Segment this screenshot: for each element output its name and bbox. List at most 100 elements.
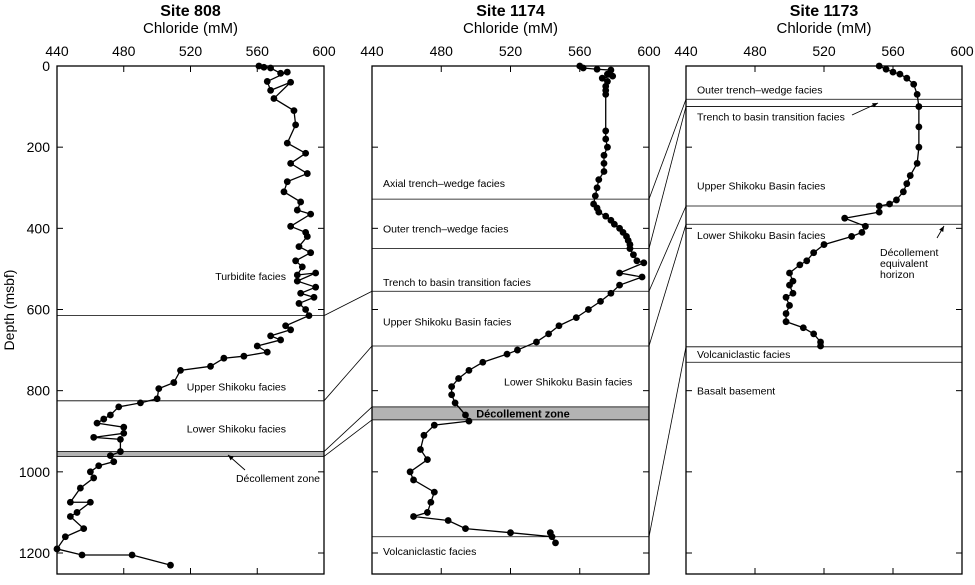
chloride-data-point xyxy=(282,322,290,330)
chloride-data-point xyxy=(552,539,559,547)
x-tick-label: 520 xyxy=(812,43,836,59)
chloride-data-point xyxy=(915,143,923,151)
chloride-data-point xyxy=(430,421,438,429)
chloride-data-point xyxy=(810,330,818,338)
x-tick-label: 480 xyxy=(112,43,136,59)
chloride-data-point xyxy=(858,228,866,236)
chloride-data-point xyxy=(782,293,790,301)
chloride-data-point xyxy=(53,545,61,553)
chloride-data-point xyxy=(609,72,617,80)
chloride-data-point xyxy=(307,210,315,218)
chloride-data-point xyxy=(600,151,608,159)
chloride-data-point xyxy=(297,289,305,297)
chloride-data-point xyxy=(848,233,855,240)
chloride-data-point xyxy=(76,484,84,492)
chloride-data-point xyxy=(786,281,793,289)
chloride-data-point xyxy=(283,68,291,76)
chloride-data-point xyxy=(417,446,424,453)
x-axis-title: Chloride (mM) xyxy=(776,20,871,37)
chloride-data-point xyxy=(610,220,618,228)
chloride-data-point xyxy=(240,352,248,360)
correlation-line xyxy=(648,346,687,537)
chloride-data-point xyxy=(80,525,88,533)
facies-label: Trench to basin transition facies xyxy=(383,277,531,289)
chloride-data-point xyxy=(626,245,634,253)
y-tick-label: 1200 xyxy=(19,545,50,561)
facies-label: Upper Shikoku facies xyxy=(187,382,286,394)
chloride-data-point xyxy=(602,91,610,98)
x-axis-title: Chloride (mM) xyxy=(143,20,238,37)
chloride-data-point xyxy=(886,200,893,208)
facies-label: Turbidite facies xyxy=(215,271,286,283)
chloride-data-point xyxy=(875,202,883,210)
chloride-data-point xyxy=(170,379,178,386)
chloride-data-point xyxy=(604,70,611,78)
chloride-data-point xyxy=(451,399,459,407)
x-tick-label: 560 xyxy=(568,43,592,59)
chloride-data-point xyxy=(602,127,610,135)
chloride-data-point xyxy=(410,476,417,484)
chloride-data-point xyxy=(789,289,797,297)
correlation-line xyxy=(648,106,687,249)
x-tick-label: 440 xyxy=(674,43,698,59)
chloride-data-point xyxy=(597,297,604,305)
chloride-data-point xyxy=(292,121,300,129)
chloride-data-point xyxy=(277,336,285,344)
chloride-data-point xyxy=(78,551,86,559)
correlation-line xyxy=(648,99,687,200)
chloride-data-point xyxy=(177,366,184,374)
facies-label: Volcaniclastic facies xyxy=(383,546,476,558)
y-tick-label: 600 xyxy=(27,302,51,318)
chloride-data-point xyxy=(591,192,599,200)
chloride-data-point xyxy=(290,107,298,115)
chloride-data-point xyxy=(465,366,473,374)
chloride-data-point xyxy=(287,326,295,334)
chloride-data-point xyxy=(270,95,278,102)
chloride-data-point xyxy=(287,222,295,230)
chloride-data-point xyxy=(593,65,601,73)
chloride-data-point xyxy=(545,330,552,338)
chloride-data-point xyxy=(90,433,98,441)
chloride-data-point xyxy=(903,74,911,82)
chloride-data-point xyxy=(298,263,306,271)
chloride-data-point xyxy=(796,261,804,269)
chloride-data-point xyxy=(896,70,904,78)
chloride-data-point xyxy=(604,143,611,151)
chloride-data-point xyxy=(207,362,214,370)
plot-frame xyxy=(56,65,325,575)
x-tick-label: 520 xyxy=(499,43,523,59)
y-axis-label: Depth (msbf) xyxy=(1,270,17,351)
correlation-line xyxy=(323,290,373,316)
site-title: Site 1173 xyxy=(790,3,859,20)
chloride-data-point xyxy=(503,350,511,358)
facies-label: Basalt basement xyxy=(697,386,775,398)
chloride-data-point xyxy=(616,269,623,277)
x-tick-label: 600 xyxy=(312,43,336,59)
chloride-data-point xyxy=(600,168,608,175)
chloride-data-point xyxy=(120,423,128,431)
x-tick-label: 440 xyxy=(45,43,69,59)
x-tick-label: 520 xyxy=(179,43,203,59)
chloride-data-point xyxy=(120,429,128,437)
chloride-data-point xyxy=(115,403,123,411)
chloride-data-point xyxy=(786,269,793,277)
chloride-data-point xyxy=(86,468,94,476)
chloride-data-point xyxy=(100,415,108,423)
chloride-data-point xyxy=(253,342,261,350)
chloride-data-point xyxy=(514,346,521,354)
chloride-data-point xyxy=(305,312,313,319)
site-title: Site 808 xyxy=(160,3,221,20)
transition-arrow-1173-head xyxy=(872,103,878,108)
chloride-data-point xyxy=(910,80,918,88)
facies-label: Outer trench–wedge facies xyxy=(697,85,823,97)
chloride-data-point xyxy=(95,462,103,470)
chloride-data-point xyxy=(593,184,601,192)
facies-label: Lower Shikoku facies xyxy=(187,423,286,435)
chloride-data-point xyxy=(889,68,897,76)
correlation-line xyxy=(648,224,687,347)
